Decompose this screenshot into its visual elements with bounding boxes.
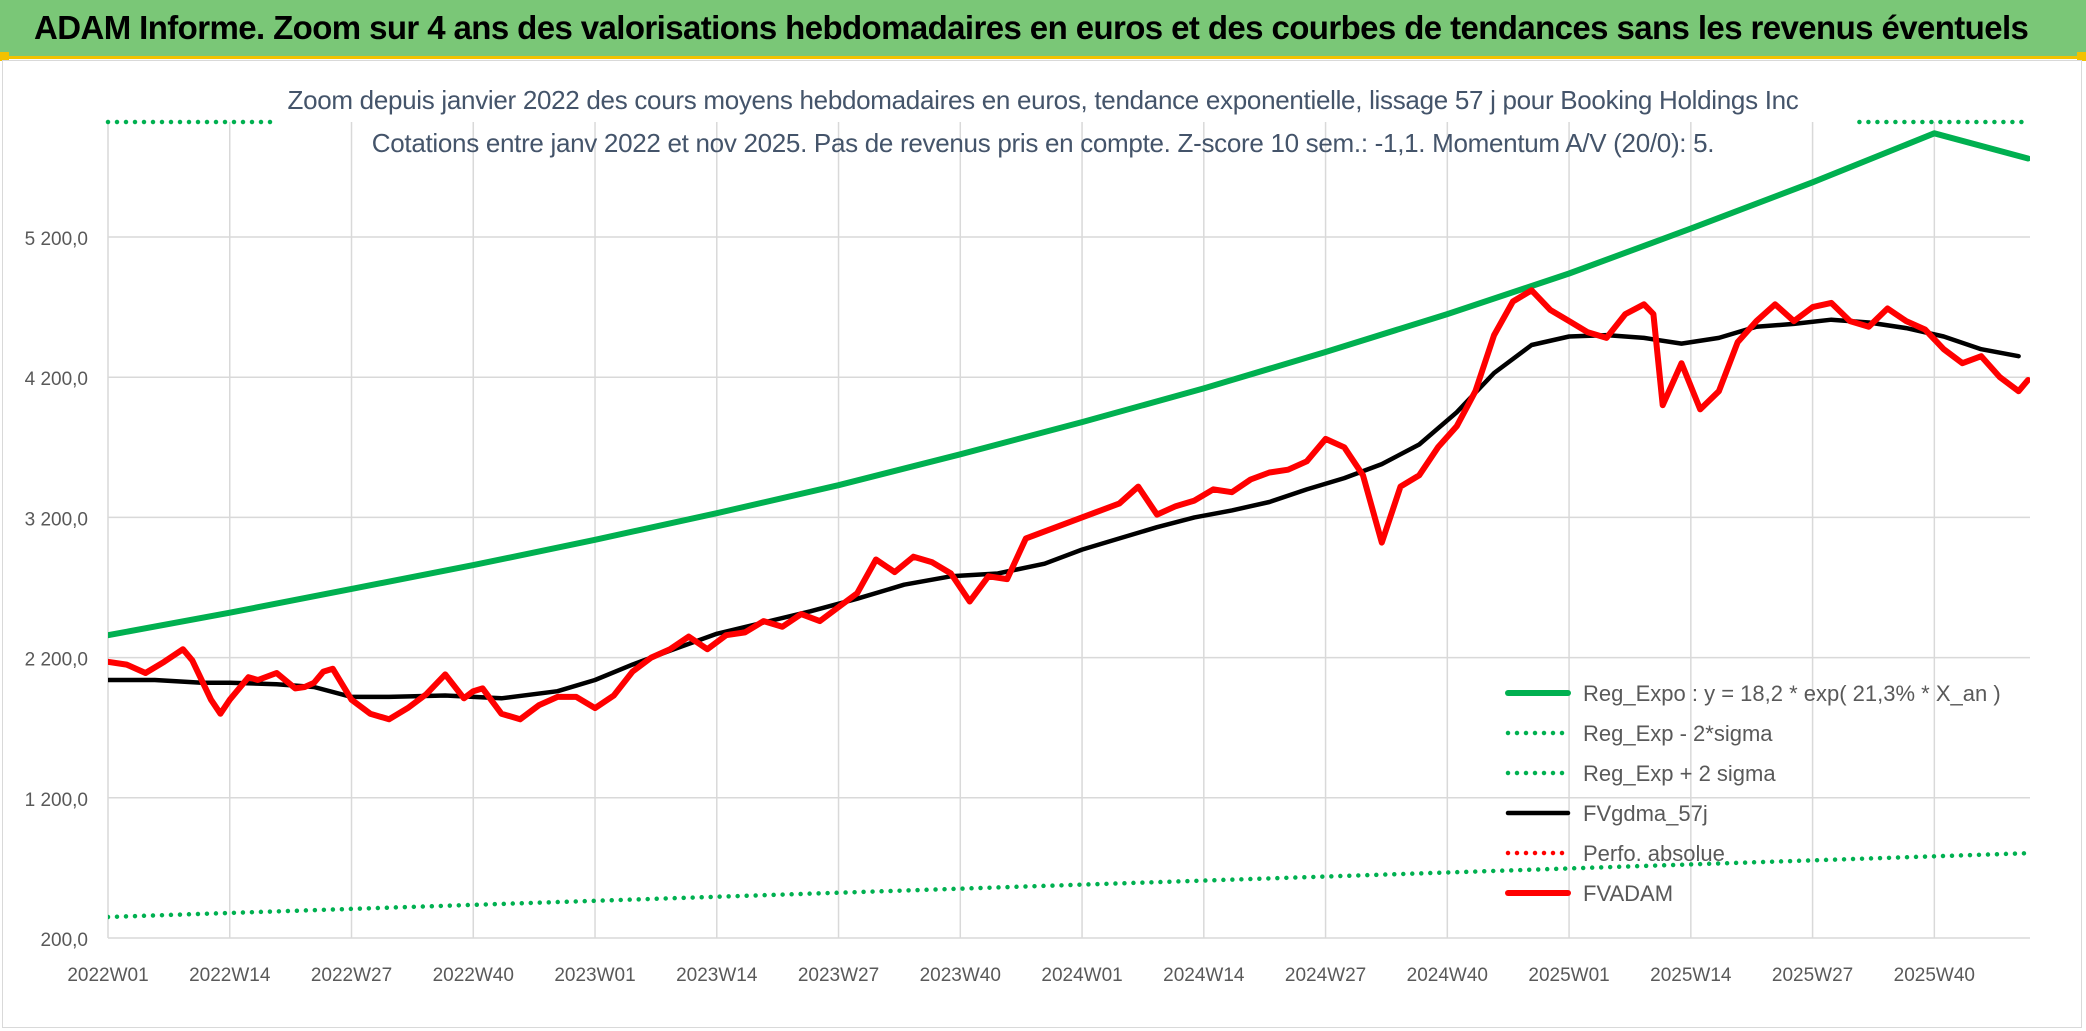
y-tick-label: 3 200,0 — [25, 509, 88, 530]
x-tick-label: 2024W14 — [1163, 965, 1245, 986]
banner-corner-right — [2077, 52, 2086, 61]
chart-title-line-2: Cotations entre janv 2022 et nov 2025. P… — [371, 128, 1715, 158]
reg-exp-minus-2sigma-line — [108, 850, 2030, 920]
x-tick-label: 2022W27 — [311, 965, 392, 986]
reg-expo-line — [108, 130, 2030, 639]
legend-perfo-label: Perfo. absolue — [1583, 841, 1725, 866]
x-tick-label: 2022W40 — [433, 965, 514, 986]
x-tick-label: 2024W01 — [1041, 965, 1122, 986]
report-title: ADAM Informe. Zoom sur 4 ans des valoris… — [34, 9, 2029, 46]
banner-corner-left — [0, 52, 9, 61]
y-tick-label: 4 200,0 — [25, 369, 88, 390]
x-tick-label: 2024W40 — [1407, 965, 1488, 986]
legend-reg-exp-minus-label: Reg_Exp - 2*sigma — [1583, 721, 1773, 746]
x-tick-label: 2023W14 — [676, 965, 758, 986]
x-tick-label: 2023W27 — [798, 965, 879, 986]
y-tick-label: 200,0 — [40, 930, 88, 951]
x-tick-label: 2025W01 — [1528, 965, 1609, 986]
y-tick-label: 5 200,0 — [25, 229, 88, 250]
x-tick-label: 2025W40 — [1894, 965, 1975, 986]
fvadam-line — [108, 287, 2030, 723]
x-tick-label: 2024W27 — [1285, 965, 1366, 986]
legend-reg-expo-label: Reg_Expo : y = 18,2 * exp( 21,3% * X_an … — [1583, 681, 2001, 706]
x-tick-label: 2022W14 — [189, 965, 271, 986]
y-tick-label: 1 200,0 — [25, 790, 88, 811]
x-tick-label: 2023W40 — [920, 965, 1001, 986]
x-tick-label: 2025W27 — [1772, 965, 1853, 986]
report-banner: ADAM Informe. Zoom sur 4 ans des valoris… — [0, 0, 2086, 59]
x-tick-label: 2025W14 — [1650, 965, 1732, 986]
x-tick-label: 2023W01 — [554, 965, 635, 986]
chart-title-line-1: Zoom depuis janvier 2022 des cours moyen… — [287, 85, 1799, 115]
chart-frame — [2, 60, 2082, 1028]
legend-reg-exp-plus-label: Reg_Exp + 2 sigma — [1583, 761, 1776, 786]
y-tick-label: 2 200,0 — [25, 650, 88, 671]
x-tick-label: 2022W01 — [67, 965, 148, 986]
legend-fvadam-label: FVADAM — [1583, 881, 1673, 906]
fvgdma-57j-line — [108, 317, 2021, 701]
legend-fvgdma-label: FVgdma_57j — [1583, 801, 1708, 826]
